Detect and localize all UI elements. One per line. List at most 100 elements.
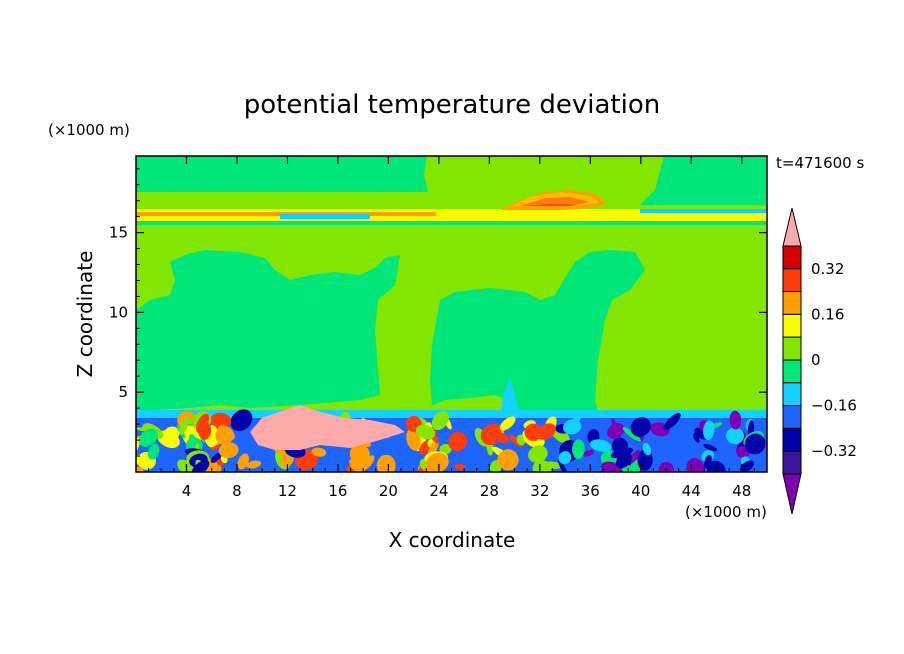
field-lower-cyan [136, 410, 767, 418]
field-boundary-eddy [147, 443, 160, 460]
field-boundary-eddy [703, 420, 715, 441]
y-axis-label: Z coordinate [73, 251, 97, 378]
x-tick-label: 4 [182, 482, 192, 500]
x-tick-label: 12 [278, 482, 297, 500]
x-axis: 4 8 12 16 20 24 28 32 36 40 44 48 [148, 156, 755, 500]
field-boundary-eddy [237, 453, 250, 470]
y-tick-label: 5 [118, 383, 128, 401]
colorbar-tick-label: −0.32 [811, 442, 857, 460]
colorbar-tick-label: 0 [811, 351, 821, 369]
colorbar-tick-label: −0.16 [811, 397, 857, 415]
y-tick-label: 10 [109, 303, 128, 321]
x-tick-label: 20 [379, 482, 398, 500]
field-boundary-eddy [198, 421, 212, 440]
colorbar-level [782, 268, 802, 293]
time-label: t=471600 s [776, 154, 864, 172]
field-boundary-eddy [210, 452, 222, 463]
colorbar: 0.32 0.16 0 −0.16 −0.32 [782, 207, 857, 515]
field-boundary-eddy [406, 428, 421, 451]
colorbar-level [782, 336, 802, 361]
y-unit-label: (×1000 m) [48, 121, 130, 139]
field-boundary-eddy [622, 427, 641, 442]
field-boundary-eddy [744, 433, 766, 455]
field-boundary-eddy [217, 425, 235, 441]
field-boundary-eddy [642, 442, 652, 456]
x-tick-label: 44 [682, 482, 701, 500]
field-boundary-eddy [729, 410, 742, 430]
x-tick-label: 24 [429, 482, 448, 500]
colorbar-level [782, 382, 802, 407]
field-boundary-eddy [726, 427, 744, 445]
field-boundary-eddy [610, 447, 634, 459]
colorbar-tick-label: 0.32 [811, 260, 844, 278]
field-boundary-eddy [376, 454, 396, 472]
colorbar-level [782, 450, 802, 475]
field-boundary-eddy [415, 424, 436, 440]
field-boundary-eddy [663, 413, 681, 431]
field-tropopause-cyan [280, 214, 370, 219]
field-boundary-eddy [499, 416, 516, 431]
chart-title: potential temperature deviation [244, 90, 660, 120]
field-boundary-eddy [246, 460, 262, 469]
field-boundary-eddy [179, 416, 190, 435]
field-mid-green-left [136, 250, 400, 410]
field-boundary-eddy [218, 442, 239, 459]
colorbar-level [782, 405, 802, 429]
field-boundary-eddy [572, 439, 585, 459]
colorbar-level [782, 313, 802, 338]
field-boundary-eddy [448, 431, 468, 452]
field-boundary-eddy [138, 428, 159, 447]
field-boundary-eddy [558, 451, 572, 465]
y-tick-label: 15 [109, 224, 128, 242]
field-boundary-eddy [536, 423, 556, 440]
x-tick-label: 40 [631, 482, 650, 500]
field-tropopause-core [520, 197, 590, 206]
field-boundary-eddy [485, 423, 502, 436]
field-mid-green-center [430, 250, 645, 418]
colorbar-extend-min [782, 473, 802, 515]
field-boundary-eddy [557, 459, 569, 472]
plot-area [136, 156, 767, 472]
colorbar-level [782, 359, 802, 384]
field-band-green-below [136, 221, 767, 225]
field-top-right-green [640, 156, 767, 205]
field-boundary-eddy [607, 423, 625, 439]
field-boundary-eddy [428, 440, 439, 456]
field-boundary-eddy [630, 417, 651, 437]
x-tick-label: 28 [480, 482, 499, 500]
field-boundary-eddy [426, 452, 449, 472]
field-boundary-eddy [739, 460, 754, 472]
x-tick-label: 16 [328, 482, 347, 500]
field-boundary-eddy [686, 457, 705, 472]
field-boundary-eddy [439, 443, 452, 455]
field-boundary-eddy [311, 447, 327, 457]
field-hot-region [250, 405, 405, 450]
field-boundary-eddy [589, 439, 612, 452]
field-boundary-eddy [704, 454, 712, 469]
x-unit-label: (×1000 m) [685, 503, 767, 521]
field-boundary-eddy [628, 449, 641, 464]
colorbar-level [782, 427, 802, 452]
x-tick-label: 32 [530, 482, 549, 500]
field-band-right-cyan [640, 209, 767, 213]
field-boundary-eddy [209, 412, 232, 429]
field-boundary-eddy [230, 409, 253, 432]
field-top-left-green [136, 156, 428, 192]
x-tick-label: 48 [732, 482, 751, 500]
field-boundary-eddy [454, 463, 466, 471]
field-tropopause-peak [508, 192, 600, 207]
x-axis-label: X coordinate [389, 528, 516, 552]
field-boundary-eddy [703, 443, 718, 452]
field-boundary-eddy [136, 466, 144, 472]
field-boundary-eddy [431, 411, 449, 430]
colorbar-extend-max [782, 207, 802, 247]
field-boundary-eddy [359, 455, 375, 472]
field-cyan-plume [500, 378, 520, 418]
field-boundary-eddy [497, 449, 519, 471]
field-boundary-eddy [693, 433, 700, 443]
field-boundary-eddy [569, 414, 581, 428]
field-boundary-eddy [164, 426, 180, 441]
y-axis: 5 10 15 [109, 168, 767, 457]
colorbar-level [782, 245, 802, 270]
